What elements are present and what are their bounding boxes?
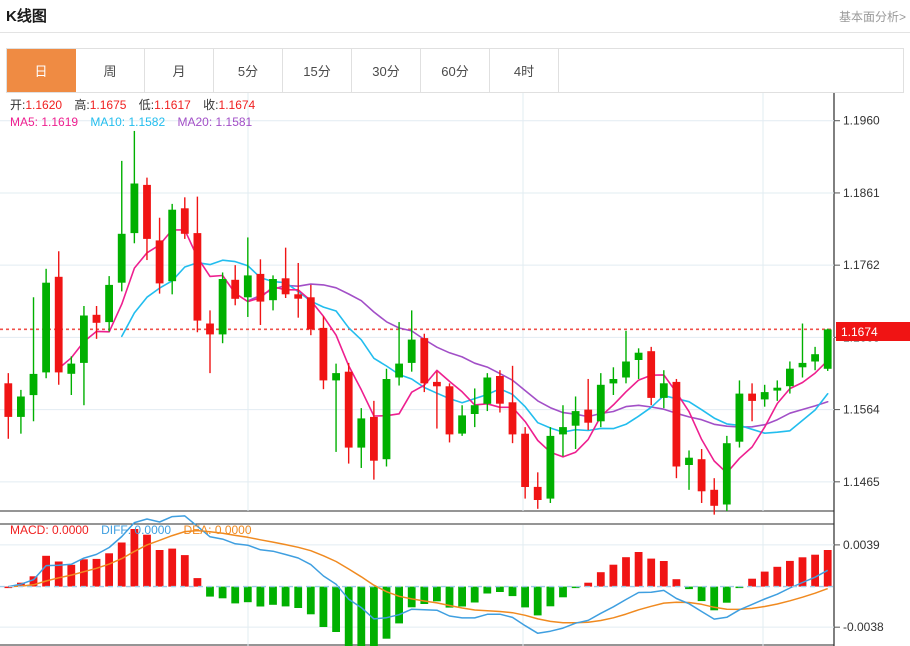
tab-30min[interactable]: 30分: [352, 49, 421, 92]
tab-day[interactable]: 日: [7, 49, 76, 92]
tab-15min[interactable]: 15分: [283, 49, 352, 92]
page-header: K线图 基本面分析>: [0, 0, 910, 33]
timeframe-tabbar: 日 周 月 5分 15分 30分 60分 4时: [6, 48, 904, 93]
chart-container[interactable]: 1.19601.18611.17621.16631.15641.14650.00…: [0, 93, 910, 646]
svg-text:1.1960: 1.1960: [843, 114, 880, 128]
tab-60min[interactable]: 60分: [421, 49, 490, 92]
tab-4hour[interactable]: 4时: [490, 49, 559, 92]
svg-text:1.1861: 1.1861: [843, 186, 880, 200]
tab-month[interactable]: 月: [145, 49, 214, 92]
tabbar-filler: [559, 49, 903, 92]
svg-text:1.1762: 1.1762: [843, 258, 880, 272]
fundamental-analysis-link[interactable]: 基本面分析>: [838, 10, 906, 24]
page-title: K线图: [6, 8, 47, 25]
candlestick-svg[interactable]: 1.19601.18611.17621.16631.15641.14650.00…: [0, 93, 910, 646]
svg-text:1.1564: 1.1564: [843, 403, 880, 417]
svg-text:0.0039: 0.0039: [843, 538, 880, 552]
current-price-badge: 1.1674: [836, 322, 910, 341]
tab-week[interactable]: 周: [76, 49, 145, 92]
svg-text:-0.0038: -0.0038: [843, 620, 884, 634]
tab-5min[interactable]: 5分: [214, 49, 283, 92]
svg-text:1.1465: 1.1465: [843, 475, 880, 489]
